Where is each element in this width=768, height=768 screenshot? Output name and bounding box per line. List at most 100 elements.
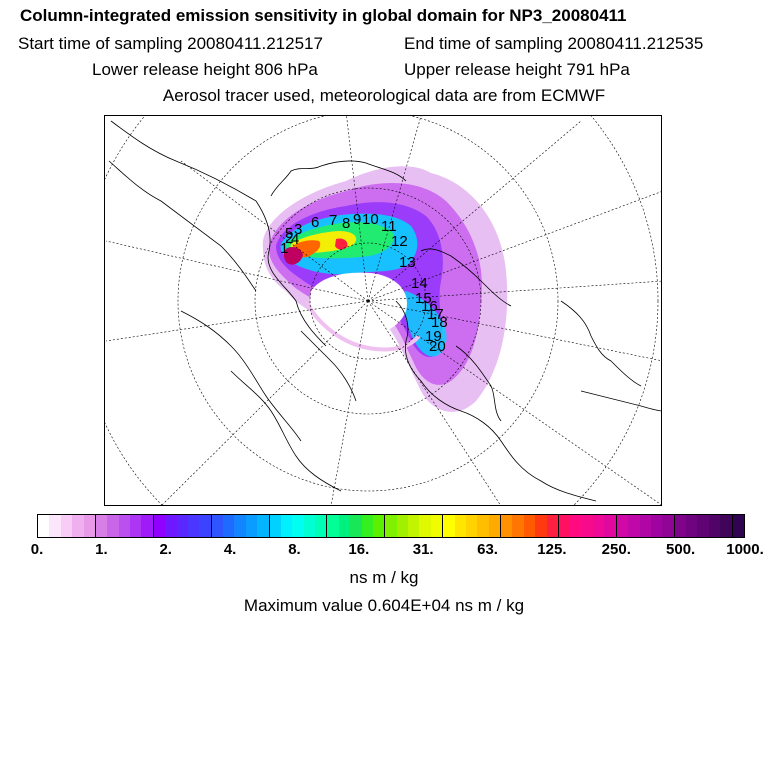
colorbar-tick-label: 2. bbox=[159, 541, 172, 558]
colorbar-tick-label: 4. bbox=[223, 541, 237, 558]
colorbar-cell bbox=[49, 515, 61, 537]
traj-label-7: 7 bbox=[329, 212, 337, 229]
colorbar-cell bbox=[615, 515, 629, 537]
colorbar-tick-label: 1. bbox=[95, 541, 108, 558]
graticule bbox=[105, 116, 661, 505]
colorbar-cell bbox=[396, 515, 408, 537]
traj-label-9: 9 bbox=[353, 211, 361, 228]
colorbar-cell bbox=[315, 515, 327, 537]
colorbar-cell bbox=[176, 515, 188, 537]
lower-release-height: Lower release height 806 hPa bbox=[92, 60, 318, 79]
colorbar-tick-label: 0. bbox=[30, 541, 44, 558]
colorbar-cell bbox=[94, 515, 108, 537]
colorbar-cell bbox=[557, 515, 571, 537]
traj-label-10: 10 bbox=[362, 211, 379, 228]
colorbar-cell bbox=[210, 515, 223, 537]
colorbar-cell bbox=[523, 515, 536, 537]
start-time: Start time of sampling 20080411.212517 bbox=[18, 34, 323, 53]
colorbar-tick-label: 8. bbox=[288, 541, 301, 558]
colorbar-cell bbox=[546, 515, 558, 537]
colorbar-cell bbox=[280, 515, 293, 537]
traj-label-6: 6 bbox=[311, 214, 319, 231]
colorbar-cell bbox=[257, 515, 269, 537]
colorbar-cell bbox=[338, 515, 351, 537]
colorbar-cell bbox=[268, 515, 281, 537]
colorbar-cell bbox=[731, 515, 744, 537]
colorbar-cell bbox=[442, 515, 455, 537]
colorbar-cell bbox=[245, 515, 258, 537]
colorbar-cell bbox=[581, 515, 593, 537]
traj-label-19: 19 bbox=[425, 328, 442, 345]
colorbar-cell bbox=[292, 515, 304, 537]
colorbar-cell bbox=[639, 515, 651, 537]
colorbar-cell bbox=[570, 515, 582, 537]
traj-label-3: 3 bbox=[294, 221, 302, 238]
colorbar-tick-label: 500. bbox=[666, 541, 696, 558]
traj-label-4: 4 bbox=[291, 231, 299, 248]
colorbar-cell bbox=[593, 515, 605, 537]
colorbar-cell bbox=[430, 515, 443, 537]
colorbar-cell bbox=[697, 515, 709, 537]
colorbar-cell bbox=[234, 515, 246, 537]
colorbar-cell bbox=[419, 515, 431, 537]
traj-label-14: 14 bbox=[411, 275, 428, 292]
traj-label-5: 5 bbox=[285, 225, 293, 242]
coastlines bbox=[108, 120, 661, 502]
colorbar-tick-label: 63. bbox=[477, 541, 498, 558]
colorbar-cell bbox=[604, 515, 616, 537]
trajectory-labels: 1 2 3 4 5 6 7 8 9 10 11 12 13 14 15 16 1… bbox=[280, 211, 448, 355]
colorbar-cell bbox=[500, 515, 513, 537]
colorbar-tick-label: 1000. bbox=[726, 541, 764, 558]
traj-label-11: 11 bbox=[381, 218, 397, 235]
traj-label-13: 13 bbox=[399, 254, 416, 271]
traj-label-8: 8 bbox=[342, 215, 350, 232]
colorbar-cell bbox=[673, 515, 686, 537]
colorbar-cell bbox=[165, 515, 177, 537]
colorbar-cell bbox=[686, 515, 698, 537]
plot-title: Column-integrated emission sensitivity i… bbox=[20, 6, 627, 25]
end-time: End time of sampling 20080411.212535 bbox=[404, 34, 704, 53]
colorbar-tick-label: 16. bbox=[348, 541, 370, 558]
colorbar-cell bbox=[223, 515, 235, 537]
colorbar-cell bbox=[384, 515, 397, 537]
colorbar-cell bbox=[662, 515, 674, 537]
colorbar-cell bbox=[477, 515, 489, 537]
traj-label-1: 1 bbox=[280, 240, 288, 257]
traj-label-18: 18 bbox=[431, 314, 448, 331]
traj-label-2: 2 bbox=[285, 230, 293, 247]
colorbar bbox=[37, 514, 745, 538]
colorbar-cell bbox=[361, 515, 373, 537]
colorbar-cell bbox=[118, 515, 130, 537]
colorbar-cell bbox=[141, 515, 153, 537]
colorbar-cell bbox=[152, 515, 166, 537]
colorbar-cell bbox=[326, 515, 339, 537]
traj-label-12: 12 bbox=[391, 233, 408, 250]
maximum-value: Maximum value 0.604E+04 ns m / kg bbox=[243, 596, 525, 615]
colorbar-cell bbox=[465, 515, 478, 537]
colorbar-cell bbox=[350, 515, 362, 537]
upper-release-height: Upper release height 791 hPa bbox=[404, 60, 630, 79]
colorbar-cell bbox=[372, 515, 385, 537]
traj-label-20: 20 bbox=[429, 338, 446, 355]
colorbar-cell bbox=[720, 515, 732, 537]
sensitivity-field bbox=[262, 166, 508, 412]
colorbar-cell bbox=[535, 515, 547, 537]
colorbar-cell bbox=[303, 515, 315, 537]
colorbar-cell bbox=[488, 515, 500, 537]
colorbar-cell bbox=[38, 515, 50, 537]
colorbar-units: ns m / kg bbox=[349, 568, 419, 587]
colorbar-cell bbox=[187, 515, 200, 537]
colorbar-cell bbox=[708, 515, 721, 537]
colorbar-cell bbox=[60, 515, 73, 537]
colorbar-cell bbox=[512, 515, 524, 537]
colorbar-cell bbox=[408, 515, 420, 537]
colorbar-cell bbox=[107, 515, 119, 537]
colorbar-tick-label: 31. bbox=[412, 541, 434, 558]
colorbar-cell bbox=[454, 515, 466, 537]
traj-label-17: 17 bbox=[427, 306, 444, 323]
colorbar-tick-label: 125. bbox=[537, 541, 567, 558]
polar-map: 1 2 3 4 5 6 7 8 9 10 11 12 13 14 15 16 1… bbox=[104, 115, 662, 506]
colorbar-cell bbox=[72, 515, 84, 537]
colorbar-cell bbox=[199, 515, 211, 537]
colorbar-tick-label: 250. bbox=[601, 541, 631, 558]
